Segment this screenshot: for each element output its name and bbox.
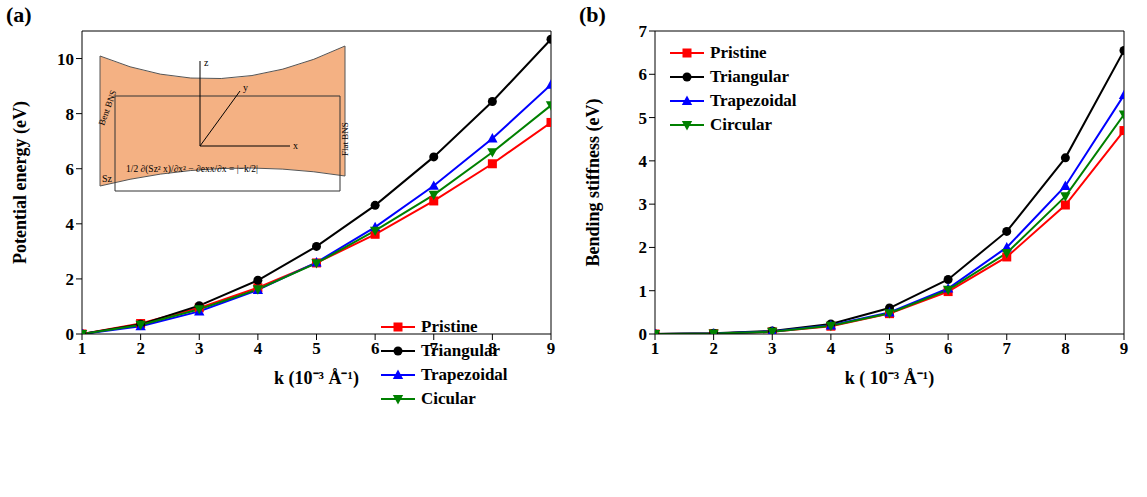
svg-text:7: 7	[430, 339, 439, 358]
svg-text:6: 6	[66, 160, 75, 179]
svg-text:7: 7	[639, 22, 648, 41]
svg-text:1: 1	[651, 339, 660, 358]
svg-text:1/2 ∂(Sz² x)/∂x² − ∂exx/∂x = |: 1/2 ∂(Sz² x)/∂x² − ∂exx/∂x = |−k/2|	[126, 164, 258, 175]
svg-text:6: 6	[639, 65, 648, 84]
svg-text:9: 9	[547, 339, 556, 358]
svg-text:2: 2	[639, 238, 648, 257]
svg-text:4: 4	[66, 215, 75, 234]
svg-text:0: 0	[66, 325, 75, 344]
svg-text:2: 2	[136, 339, 145, 358]
svg-text:2: 2	[66, 270, 75, 289]
svg-text:3: 3	[195, 339, 204, 358]
svg-text:Bending stiffness (eV): Bending stiffness (eV)	[583, 98, 604, 266]
svg-text:Bent BNS: Bent BNS	[96, 89, 118, 127]
svg-text:5: 5	[312, 339, 321, 358]
svg-text:8: 8	[66, 105, 75, 124]
svg-text:8: 8	[488, 339, 497, 358]
svg-text:k (10⁻³ Å⁻¹): k (10⁻³ Å⁻¹)	[274, 368, 359, 389]
svg-text:5: 5	[639, 109, 648, 128]
svg-text:Potential energy (eV): Potential energy (eV)	[10, 101, 31, 264]
svg-text:5: 5	[885, 339, 894, 358]
svg-text:4: 4	[827, 339, 836, 358]
svg-text:3: 3	[639, 195, 648, 214]
svg-text:4: 4	[639, 152, 648, 171]
svg-text:4: 4	[254, 339, 263, 358]
svg-text:z: z	[204, 57, 209, 68]
svg-text:1: 1	[639, 282, 648, 301]
svg-text:6: 6	[371, 339, 380, 358]
svg-text:6: 6	[944, 339, 953, 358]
svg-text:9: 9	[1120, 339, 1129, 358]
svg-text:1: 1	[78, 339, 87, 358]
svg-text:2: 2	[709, 339, 718, 358]
svg-text:k ( 10⁻³ Å⁻¹): k ( 10⁻³ Å⁻¹)	[845, 368, 934, 389]
svg-text:0: 0	[639, 325, 648, 344]
svg-text:3: 3	[768, 339, 777, 358]
svg-text:x: x	[293, 140, 298, 151]
svg-text:8: 8	[1061, 339, 1070, 358]
svg-text:Flat BNS: Flat BNS	[340, 122, 350, 156]
svg-text:7: 7	[1003, 339, 1012, 358]
svg-text:10: 10	[57, 50, 74, 69]
svg-text:y: y	[243, 82, 248, 93]
svg-text:Sz: Sz	[102, 173, 113, 184]
